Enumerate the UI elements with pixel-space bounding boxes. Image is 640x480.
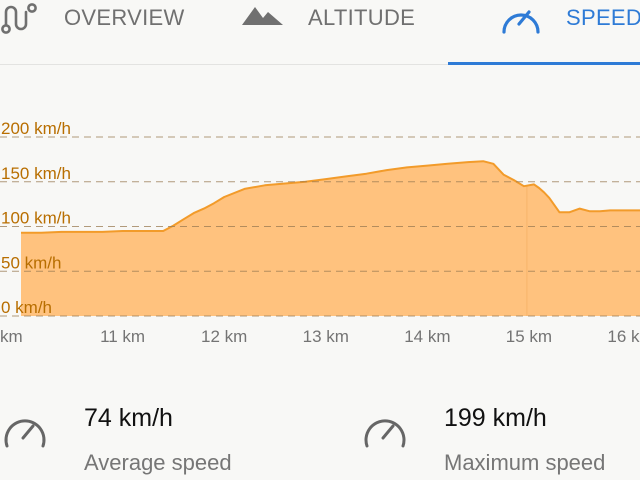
x-tick-label: km xyxy=(0,327,23,346)
speed-line xyxy=(21,160,640,234)
y-tick-label: 150 km/h xyxy=(1,164,71,183)
x-tick-label: 15 km xyxy=(506,327,552,346)
average-speed-value: 74 km/h xyxy=(84,404,173,432)
maximum-speed-value: 199 km/h xyxy=(444,404,547,432)
y-tick-label: 0 km/h xyxy=(1,298,52,317)
x-tick-label: 16 km xyxy=(607,327,640,346)
y-tick-label: 100 km/h xyxy=(1,209,71,228)
x-tick-label: 14 km xyxy=(404,327,450,346)
y-tick-label: 50 km/h xyxy=(1,253,61,272)
speedometer-icon xyxy=(2,412,48,457)
x-tick-label: 12 km xyxy=(201,327,247,346)
maximum-speed-stat: 199 km/h Maximum speed xyxy=(360,400,640,480)
tab-altitude-label: ALTITUDE xyxy=(308,5,416,30)
speed-area xyxy=(21,161,640,316)
speedometer-icon xyxy=(362,412,408,457)
tab-selected-indicator xyxy=(448,62,640,65)
average-speed-caption: Average speed xyxy=(84,450,232,475)
speed-chart: 200 km/h 150 km/h 100 km/h 50 km/h 0 km/h km 1… xyxy=(0,119,640,346)
speedometer-icon xyxy=(498,0,544,41)
tab-bar: OVERVIEW ALTITUDE SPEED xyxy=(0,0,640,65)
tab-speed-label: SPEED xyxy=(566,5,640,30)
tab-speed[interactable]: SPEED xyxy=(448,0,640,65)
maximum-speed-caption: Maximum speed xyxy=(444,450,606,475)
average-speed-stat: 74 km/h Average speed xyxy=(0,400,320,480)
route-icon xyxy=(1,2,39,39)
x-tick-label: 13 km xyxy=(303,327,349,346)
tab-altitude[interactable]: ALTITUDE xyxy=(230,0,440,64)
tab-overview-label: OVERVIEW xyxy=(64,5,185,30)
tab-overview[interactable]: OVERVIEW xyxy=(0,0,210,64)
x-tick-label: 11 km xyxy=(100,327,145,346)
y-tick-label: 200 km/h xyxy=(1,119,71,138)
mountain-icon xyxy=(242,5,284,32)
